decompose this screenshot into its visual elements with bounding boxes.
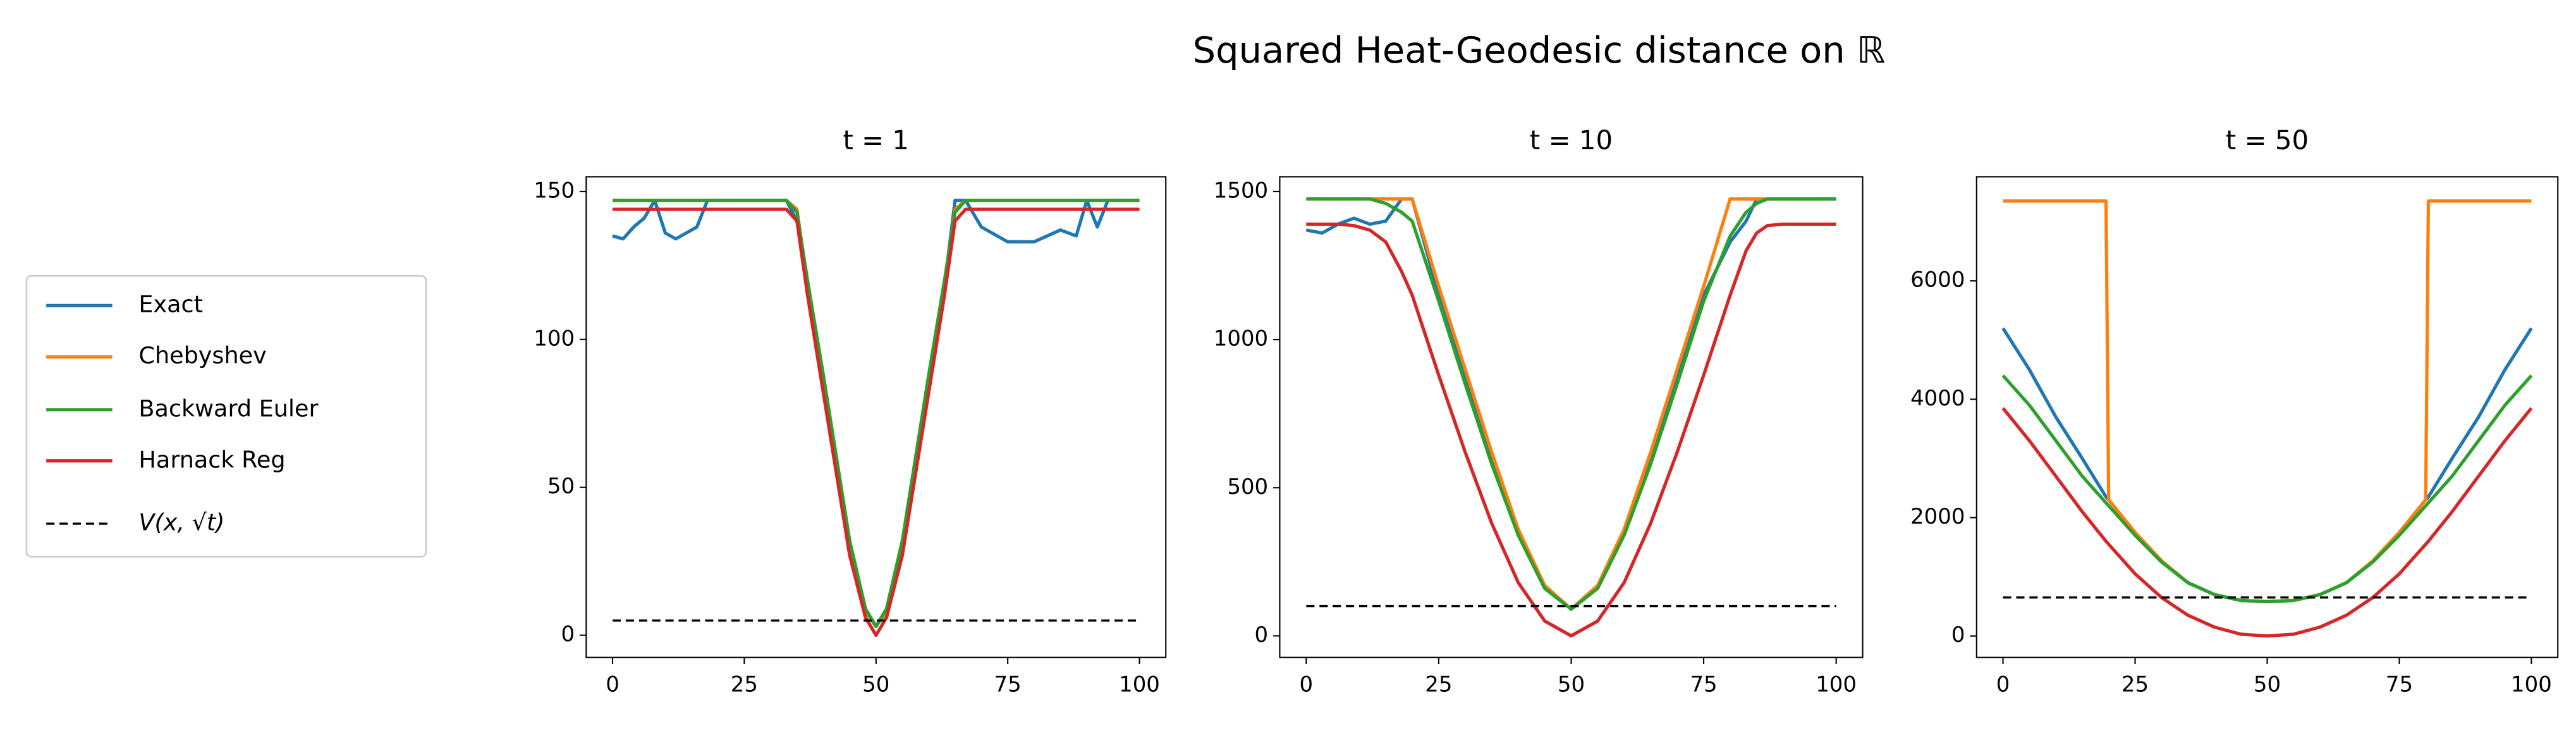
x-tick-label: 0: [1300, 672, 1314, 698]
x-tick-label: 50: [1558, 672, 1585, 698]
x-tick-label: 75: [2386, 672, 2413, 698]
x-tick-label: 100: [1816, 672, 1857, 698]
y-tick-label: 0: [1255, 622, 1269, 648]
x-tick-label: 100: [1119, 672, 1160, 698]
subplot-title: t = 50: [2226, 125, 2309, 156]
x-tick-label: 75: [994, 672, 1022, 698]
data-line: [613, 199, 1140, 629]
y-tick-label: 100: [534, 326, 575, 351]
data-line: [1306, 222, 1836, 638]
legend-label: Exact: [138, 291, 203, 318]
legend-label: Harnack Reg: [138, 446, 285, 473]
y-tick-label: 0: [561, 622, 575, 647]
x-tick-label: 25: [2121, 672, 2149, 698]
figure-title: Squared Heat-Geodesic distance on ℝ: [1193, 29, 1886, 71]
data-line: [2001, 374, 2533, 604]
axes-frame: [1279, 176, 1864, 658]
y-tick-label: 1500: [1214, 178, 1268, 203]
x-tick-label: 100: [2511, 672, 2552, 698]
y-tick-label: 1000: [1214, 326, 1268, 352]
data-line: [1306, 197, 1836, 611]
y-tick-label: 500: [1227, 474, 1268, 500]
legend-label: Backward Euler: [138, 395, 319, 422]
data-line: [613, 207, 1140, 637]
y-tick-label: 6000: [1910, 268, 1965, 293]
axes-frame: [1975, 176, 2559, 658]
y-tick-label: 0: [1951, 622, 1965, 648]
legend-label: Chebyshev: [138, 342, 266, 369]
x-tick-label: 0: [1996, 672, 2010, 698]
x-tick-label: 0: [606, 672, 620, 698]
y-tick-label: 150: [534, 178, 575, 203]
x-tick-label: 50: [2254, 672, 2281, 698]
x-tick-label: 50: [862, 672, 889, 698]
subplot-title: t = 10: [1530, 125, 1613, 156]
axes-frame: [585, 176, 1167, 658]
legend-label: V(x, √t): [138, 509, 224, 536]
x-tick-label: 25: [731, 672, 758, 698]
y-tick-label: 50: [547, 474, 575, 499]
legend-box: [25, 274, 427, 558]
data-line: [2001, 407, 2533, 638]
y-tick-label: 4000: [1910, 386, 1965, 411]
y-tick-label: 2000: [1910, 504, 1965, 529]
subplot-title: t = 1: [843, 125, 909, 156]
x-tick-label: 25: [1425, 672, 1452, 698]
x-tick-label: 75: [1690, 672, 1717, 698]
